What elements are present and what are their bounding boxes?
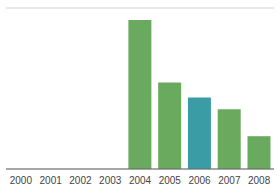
svg-text:2008: 2008 [248,175,271,186]
svg-text:2004: 2004 [129,175,152,186]
svg-text:2001: 2001 [40,175,63,186]
svg-text:2007: 2007 [218,175,241,186]
svg-text:2006: 2006 [188,175,211,186]
svg-text:2000: 2000 [10,175,33,186]
svg-text:2005: 2005 [159,175,182,186]
svg-text:2002: 2002 [69,175,92,186]
svg-text:2003: 2003 [99,175,122,186]
